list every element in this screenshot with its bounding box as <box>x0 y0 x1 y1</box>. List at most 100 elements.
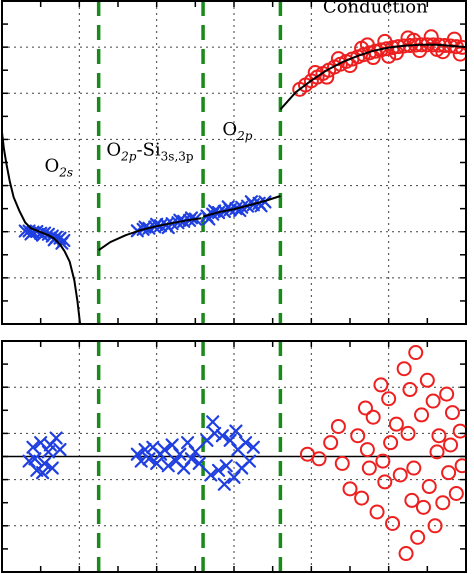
circle-data-point <box>406 32 422 48</box>
label-subscript: 2p <box>236 129 253 143</box>
cross-stroke <box>219 459 233 473</box>
circle-data-point <box>381 391 397 407</box>
circle-data-point <box>359 442 375 458</box>
circle-data-point <box>381 48 397 64</box>
cross-data-point <box>138 442 152 457</box>
circle-data-point <box>425 393 441 409</box>
label-subscript: 2s <box>58 166 73 180</box>
cross-stroke <box>142 452 156 466</box>
circle-data-point <box>369 504 385 520</box>
cross-stroke <box>130 447 144 461</box>
cross-data-point <box>192 456 206 471</box>
cross-data-point <box>211 463 226 477</box>
circle-data-point <box>365 409 381 425</box>
axes-frame <box>1 0 467 325</box>
circle-data-point <box>443 437 459 453</box>
cross-stroke <box>37 456 52 471</box>
cross-data-point <box>229 424 243 438</box>
circle-data-point <box>452 423 466 439</box>
cross-data-point <box>157 442 171 457</box>
axes-frame <box>1 340 467 573</box>
circle-data-point <box>342 481 358 497</box>
cross-data-point <box>219 459 233 473</box>
label-base: O <box>222 119 237 140</box>
cross-data-point <box>161 459 175 473</box>
cross-data-point <box>173 213 187 227</box>
cross-stroke <box>45 461 59 475</box>
cross-stroke <box>134 454 148 468</box>
region-label: Conduction <box>323 0 428 18</box>
fit-curve <box>202 195 281 218</box>
circle-data-point <box>400 425 416 441</box>
circle-data-point <box>385 515 401 531</box>
cross-data-point <box>246 440 260 454</box>
label-part: 2p <box>120 150 137 164</box>
circle-data-point <box>388 416 404 432</box>
cross-stroke <box>229 424 243 438</box>
fit-curve <box>279 43 466 111</box>
cross-stroke <box>188 445 202 459</box>
cross-stroke <box>138 442 152 457</box>
circle-data-point <box>454 39 466 55</box>
cross-stroke <box>150 456 164 471</box>
cross-stroke <box>242 454 257 468</box>
cross-stroke <box>239 436 253 450</box>
cross-stroke <box>254 199 268 213</box>
label-part: O <box>106 140 121 161</box>
circle-data-point <box>439 386 455 402</box>
grid <box>2 1 466 324</box>
cross-data-point <box>26 440 40 454</box>
cross-data-point <box>217 477 231 491</box>
cross-stroke <box>35 228 50 242</box>
cross-stroke <box>204 468 218 482</box>
circle-data-point <box>444 405 460 421</box>
circle-data-point <box>435 495 451 511</box>
cross-data-point <box>173 447 187 461</box>
cross-stroke <box>206 415 220 429</box>
bottom-panel <box>1 340 467 573</box>
cross-stroke <box>246 440 260 454</box>
circle-data-point <box>350 428 366 444</box>
cross-stroke <box>208 426 222 440</box>
cross-data-point <box>208 426 222 440</box>
fit-curve <box>2 132 82 324</box>
cross-stroke <box>35 466 50 480</box>
cross-stroke <box>215 429 229 443</box>
region-label: O2p-Si3s,3p <box>106 140 194 164</box>
circle-data-point <box>414 407 430 423</box>
circle-data-point <box>392 467 408 483</box>
circle-data-point <box>311 451 327 467</box>
cross-stroke <box>146 440 160 454</box>
cross-data-point <box>53 442 67 457</box>
circle-data-point <box>429 41 445 57</box>
cross-data-point <box>142 452 156 466</box>
cross-data-point <box>35 466 50 480</box>
cross-stroke <box>157 442 171 457</box>
cross-data-point <box>215 429 229 443</box>
cross-data-point <box>184 452 199 466</box>
circle-data-point <box>359 37 375 53</box>
fit-curve <box>98 217 202 252</box>
cross-stroke <box>43 438 57 452</box>
circle-data-point <box>404 492 420 508</box>
label-part: 3s,3p <box>161 150 194 164</box>
cross-stroke <box>173 447 187 461</box>
circle-data-point <box>398 546 414 562</box>
label-part: -Si <box>136 140 160 161</box>
cross-data-point <box>242 454 257 468</box>
region-label: O2s <box>45 156 74 180</box>
circle-data-point <box>454 458 466 474</box>
circle-data-point <box>419 372 435 388</box>
circle-data-point <box>448 485 464 501</box>
circle-data-point <box>375 453 391 469</box>
circle-data-point <box>373 377 389 393</box>
circle-data-point <box>334 455 350 471</box>
cross-stroke <box>28 452 42 466</box>
cross-stroke <box>169 454 183 468</box>
circle-data-point <box>361 460 377 476</box>
cross-stroke <box>211 463 226 477</box>
cross-stroke <box>26 440 40 454</box>
cross-stroke <box>165 438 179 452</box>
